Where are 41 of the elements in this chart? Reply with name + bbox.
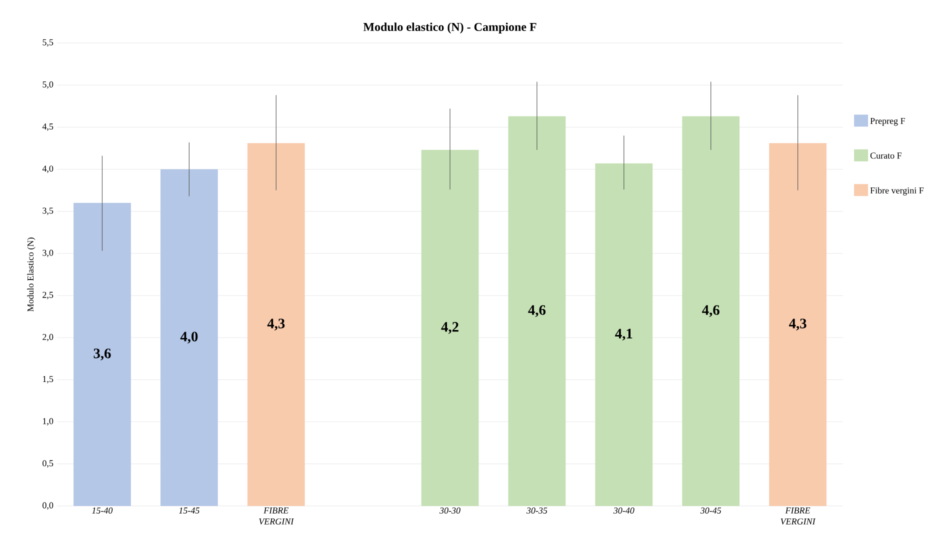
x-tick-label: 30-40: [613, 508, 634, 514]
y-tick-label: 0,0: [42, 502, 54, 510]
x-tick-label: 30-30: [439, 508, 460, 514]
chart-title: Modulo elastico (N) - Campione F: [363, 22, 536, 34]
x-tick-label: 15-40: [92, 508, 113, 514]
x-tick-label: 15-45: [178, 508, 200, 514]
legend-label: Curato F: [870, 152, 902, 159]
bar: [247, 143, 305, 506]
bar: [769, 143, 826, 506]
bar: [595, 163, 653, 506]
y-axis-title: Modulo Elastico (N): [27, 238, 36, 312]
y-tick-label: 4,5: [42, 124, 54, 131]
x-tick-label: 30-45: [700, 508, 722, 514]
y-tick-label: 2,0: [42, 334, 54, 342]
x-tick-label: FIBRE VERGINI: [780, 508, 816, 525]
y-tick-label: 4,0: [42, 166, 54, 173]
bar: [421, 150, 479, 506]
data-label: 4,1: [615, 328, 632, 341]
legend-label: Fibre vergini F: [870, 187, 924, 196]
y-tick-label: 5,5: [42, 39, 54, 47]
data-label: 4,6: [528, 305, 546, 317]
y-tick-label: 3,5: [42, 208, 54, 216]
bar: [508, 116, 566, 506]
legend-label: Prepreg F: [870, 118, 905, 126]
y-tick-label: 2,5: [42, 292, 54, 300]
bar: [160, 169, 218, 506]
y-tick-label: 0,5: [42, 460, 54, 468]
data-label: 4,6: [702, 305, 720, 317]
data-label: 4,3: [267, 318, 285, 330]
bar: [74, 202, 131, 506]
data-label: 3,6: [94, 348, 111, 360]
y-tick-label: 5,0: [42, 81, 54, 89]
bar: [682, 116, 740, 506]
data-label: 4,3: [789, 318, 806, 330]
x-tick-label: 30-35: [526, 508, 548, 514]
data-label: 4,2: [441, 322, 458, 334]
y-tick-label: 3,0: [42, 250, 54, 258]
y-tick-label: 1,0: [43, 418, 54, 426]
x-tick-label: FIBRE VERGINI: [259, 508, 294, 525]
y-tick-label: 1,5: [43, 376, 54, 384]
data-label: 4,0: [180, 332, 198, 344]
